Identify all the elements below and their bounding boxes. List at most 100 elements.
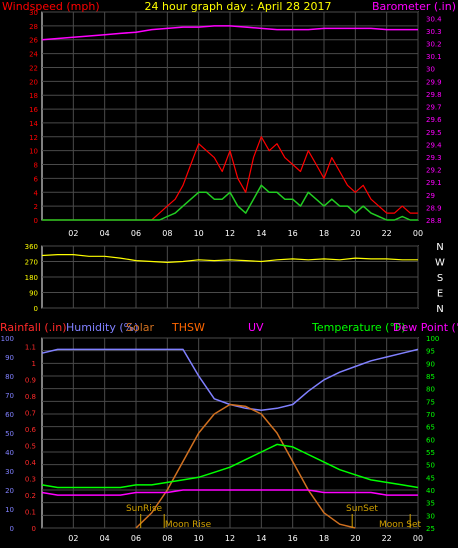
humidity-tick-label: 100	[1, 335, 14, 343]
windspeed-tick-label: 2	[34, 203, 38, 211]
wind-x-tick-label: 18	[319, 229, 329, 238]
barometer-line	[41, 25, 418, 41]
windspeed-tick-label: 22	[29, 64, 38, 72]
temperature-tick-label: 80	[426, 386, 435, 394]
windspeed-tick-label: 20	[29, 78, 38, 86]
windspeed-tick-label: 12	[29, 134, 38, 142]
rainfall-tick-label: 0.2	[25, 492, 36, 500]
wind-x-tick-label: 20	[350, 229, 360, 238]
moonrise-label: Moon Rise	[165, 520, 212, 530]
barometer-tick-label: 29	[426, 192, 435, 200]
temp-x-tick-label: 02	[68, 534, 78, 543]
uv-axis-label: UV	[248, 321, 264, 334]
barometer-tick-label: 29.9	[426, 78, 442, 86]
rainfall-tick-label: 1	[32, 360, 36, 368]
barometer-tick-label: 29.4	[426, 141, 442, 149]
axes-layer: 02468101214161820222426283028.828.92929.…	[1, 9, 445, 543]
windspeed-axis-label: Windspeed (mph)	[2, 0, 100, 13]
humidity-tick-label: 70	[5, 392, 14, 400]
temp-x-tick-label: 16	[288, 534, 298, 543]
wind-x-tick-label: 02	[68, 229, 78, 238]
temp-x-tick-label: 04	[100, 534, 110, 543]
windspeed-tick-label: 14	[29, 120, 38, 128]
temp-x-tick-label: 06	[131, 534, 141, 543]
rainfall-tick-label: 0.7	[25, 409, 36, 417]
temperature-axis-label: Temperature (°F)	[311, 321, 406, 334]
dewpoint-line	[41, 489, 418, 496]
series-layer	[41, 25, 419, 529]
barometer-tick-label: 30.1	[426, 53, 442, 61]
dewpoint-axis-label: Dew Point (°F)	[393, 321, 458, 334]
compass-label: N	[436, 304, 443, 315]
temperature-tick-label: 55	[426, 449, 435, 457]
humidity-tick-label: 90	[5, 354, 14, 362]
temp-x-tick-label: 12	[225, 534, 235, 543]
humidity-tick-label: 20	[5, 487, 14, 495]
chart-title: 24 hour graph day : April 28 2017	[145, 0, 332, 13]
rainfall-axis-label: Rainfall (.in)	[0, 321, 67, 334]
wind-direction-line	[41, 254, 418, 263]
humidity-tick-label: 0	[10, 525, 14, 533]
wind-x-tick-label: 14	[256, 229, 266, 238]
rainfall-tick-label: 0.8	[25, 393, 36, 401]
sunset-label: SunSet	[346, 504, 378, 514]
sunrise-label: SunRise	[126, 504, 163, 514]
compass-label: W	[435, 258, 445, 269]
temp-x-tick-label: 14	[256, 534, 266, 543]
rainfall-tick-label: 0.4	[25, 459, 37, 467]
temperature-tick-label: 95	[426, 348, 435, 356]
temperature-tick-label: 45	[426, 474, 435, 482]
windspeed-tick-label: 28	[29, 23, 38, 31]
rainfall-tick-label: 1.1	[25, 343, 36, 351]
temperature-tick-label: 40	[426, 487, 435, 495]
temperature-tick-label: 65	[426, 424, 435, 432]
rainfall-tick-label: 0.9	[25, 376, 36, 384]
temperature-tick-label: 25	[426, 525, 435, 533]
humidity-tick-label: 30	[5, 468, 14, 476]
barometer-tick-label: 29.2	[426, 167, 442, 175]
wind-x-tick-label: 04	[100, 229, 110, 238]
direction-tick-label: 0	[34, 305, 38, 313]
windspeed-tick-label: 4	[34, 189, 39, 197]
humidity-tick-label: 10	[5, 506, 14, 514]
windspeed-tick-label: 30	[29, 9, 38, 17]
rainfall-tick-label: 0.5	[25, 442, 36, 450]
temperature-tick-label: 85	[426, 373, 435, 381]
windspeed-tick-label: 26	[29, 37, 38, 45]
grid-layer	[42, 11, 419, 529]
windspeed-tick-label: 24	[29, 51, 38, 59]
rainfall-tick-label: 0	[32, 525, 36, 533]
direction-tick-label: 90	[29, 290, 38, 298]
rainfall-tick-label: 0.1	[25, 508, 36, 516]
barometer-tick-label: 30.3	[426, 28, 442, 36]
thsw-axis-label: THSW	[171, 321, 205, 334]
barometer-tick-label: 28.8	[426, 217, 442, 225]
barometer-tick-label: 29.8	[426, 91, 442, 99]
windspeed-tick-label: 10	[29, 148, 38, 156]
windspeed-tick-label: 18	[29, 92, 38, 100]
humidity-axis-label: Humidity (%)	[66, 321, 138, 334]
wind-x-tick-label: 08	[162, 229, 172, 238]
wind-x-tick-label: 10	[194, 229, 204, 238]
rainfall-tick-label: 0.3	[25, 475, 36, 483]
humidity-tick-label: 50	[5, 430, 14, 438]
moonset-label: Moon Set	[379, 520, 422, 530]
windspeed-tick-label: 6	[34, 175, 39, 183]
direction-tick-label: 270	[25, 259, 38, 267]
wind-x-tick-label: 06	[131, 229, 141, 238]
temp-x-tick-label: 10	[194, 534, 204, 543]
temp-x-tick-label: 20	[350, 534, 360, 543]
temp-x-tick-label: 00	[413, 534, 423, 543]
solar-line	[135, 403, 356, 529]
temp-x-tick-label: 18	[319, 534, 329, 543]
barometer-tick-label: 29.3	[426, 154, 442, 162]
temp-x-tick-label: 22	[382, 534, 392, 543]
wind-x-tick-label: 16	[288, 229, 298, 238]
temperature-tick-label: 100	[426, 335, 439, 343]
temperature-line	[41, 443, 419, 489]
barometer-tick-label: 29.5	[426, 129, 442, 137]
humidity-tick-label: 60	[5, 411, 14, 419]
compass-label: N	[436, 242, 443, 253]
humidity-tick-label: 40	[5, 449, 14, 457]
